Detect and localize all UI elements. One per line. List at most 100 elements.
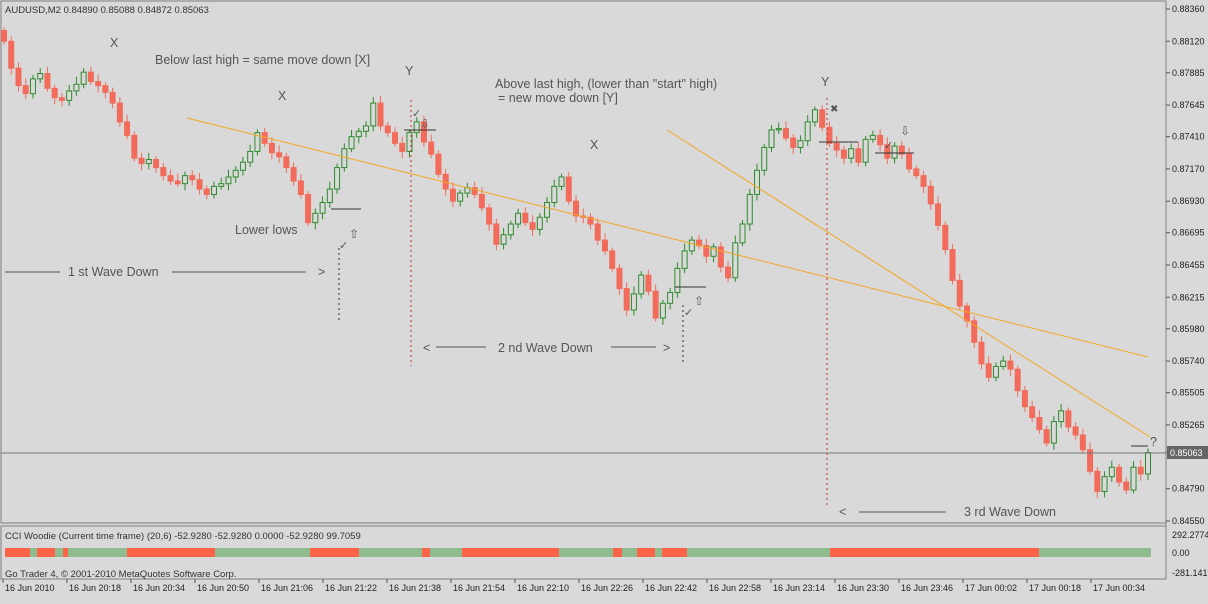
price-pane[interactable] (0, 0, 1167, 524)
candle-body (927, 185, 934, 205)
note-new-move: = new move down [Y] (498, 91, 618, 105)
price-tick-label: 0.86930 (1172, 196, 1205, 206)
candle-body (1065, 410, 1072, 428)
candle-body (174, 180, 181, 185)
time-tick-label: 17 Jun 00:18 (1029, 583, 1081, 593)
candle-body (906, 153, 913, 170)
candle-body (87, 71, 94, 83)
cci-segment (359, 548, 422, 557)
wave-2-arrow-right: > (663, 341, 670, 355)
trendline-1[interactable] (186, 117, 1149, 358)
candle-body (1145, 451, 1151, 475)
candle-body (8, 40, 15, 69)
candle-body (819, 109, 826, 128)
candle-body (1101, 476, 1108, 492)
candle-body (1058, 410, 1065, 423)
time-tick-label: 16 Jun 23:14 (773, 583, 825, 593)
candle-body (522, 212, 529, 224)
candle-body (877, 134, 884, 146)
cci-segment (215, 548, 310, 557)
cci-segment (68, 548, 127, 557)
candle-body (674, 267, 681, 294)
candle-body (1007, 360, 1014, 370)
candle-body (667, 292, 674, 304)
time-tick-label: 16 Jun 21:22 (325, 583, 377, 593)
candle-body (811, 109, 818, 123)
note-lower-lows: Lower lows (235, 223, 298, 237)
candle-body (276, 152, 283, 158)
price-tick-label: 0.88120 (1172, 36, 1205, 46)
time-tick-label: 16 Jun 20:50 (197, 583, 249, 593)
candle-body (913, 168, 920, 177)
candle-body (1050, 421, 1057, 444)
candle-body (189, 175, 196, 181)
candle-body (493, 223, 500, 245)
candle-body (73, 83, 80, 92)
candle-body (848, 148, 855, 159)
cci-segment (637, 548, 655, 557)
candle-body (623, 288, 630, 311)
candle-body (51, 87, 58, 99)
candle-body (942, 224, 949, 251)
candle-body (182, 175, 189, 185)
candle-body (601, 239, 608, 252)
time-tick-label: 16 Jun 22:26 (581, 583, 633, 593)
candle-body (855, 148, 862, 163)
candle-body (551, 185, 558, 204)
wave-1-label: 1 st Wave Down (68, 265, 159, 279)
cci-segment (37, 548, 55, 557)
mark-x-1: X (110, 36, 119, 50)
cci-segment (613, 548, 622, 557)
candle-body (124, 121, 131, 136)
price-tick-label: 0.87645 (1172, 100, 1205, 110)
candle-body (471, 187, 478, 195)
candle-body (638, 274, 645, 295)
cci-segment (5, 548, 30, 557)
mark-x-2: X (278, 89, 287, 103)
candle-body (44, 73, 51, 89)
time-tick-label: 16 Jun 2010 (5, 583, 55, 593)
price-tick-label: 0.88360 (1172, 4, 1205, 14)
candle-body (283, 156, 290, 169)
candle-body (1108, 466, 1115, 478)
time-tick-label: 16 Jun 21:54 (453, 583, 505, 593)
check-icon: ✓ (339, 240, 348, 252)
candle-body (833, 142, 840, 151)
time-tick-label: 17 Jun 00:34 (1093, 583, 1145, 593)
up-arrow-icon: ⇧ (349, 227, 359, 241)
candle-body (363, 125, 370, 132)
candle-body (247, 150, 254, 163)
candle-body (978, 341, 985, 365)
cci-segment (127, 548, 215, 557)
candle-body (138, 157, 145, 165)
candle-body (1014, 368, 1021, 392)
candle-body (1116, 466, 1123, 483)
candle-body (218, 183, 225, 187)
candle-body (399, 142, 406, 152)
cci-axis: 292.2774 0.00 -281.1419 (1172, 530, 1208, 578)
time-axis: 16 Jun 2010 16 Jun 20:18 16 Jun 20:34 16 Ju… (2, 579, 1145, 593)
candle-body (1029, 406, 1036, 419)
current-price-tag (1167, 446, 1208, 459)
candle-body (1130, 466, 1137, 491)
candle-body (370, 102, 377, 127)
price-tick-label: 0.87170 (1172, 164, 1205, 174)
candle-body (507, 223, 514, 236)
candle-body (457, 192, 464, 202)
candle-body (15, 67, 22, 87)
symbol-header: AUDUSD,M2 0.84890 0.85088 0.84872 0.8506… (5, 5, 209, 16)
candle-body (609, 250, 616, 269)
time-tick-label: 16 Jun 22:58 (709, 583, 761, 593)
candle-body (869, 134, 876, 140)
candle-body (406, 132, 413, 152)
candle-body (239, 161, 246, 171)
price-tick-label: 0.87410 (1172, 132, 1205, 142)
note-above-high: Above last high, (lower than "start" hig… (495, 77, 717, 91)
trendline-2[interactable] (666, 129, 1151, 438)
price-tick-label: 0.85740 (1172, 356, 1205, 366)
wave-3-label: 3 rd Wave Down (964, 505, 1056, 519)
mark-x-3: X (590, 138, 599, 152)
candle-body (1094, 470, 1101, 492)
candle-body (992, 365, 999, 378)
